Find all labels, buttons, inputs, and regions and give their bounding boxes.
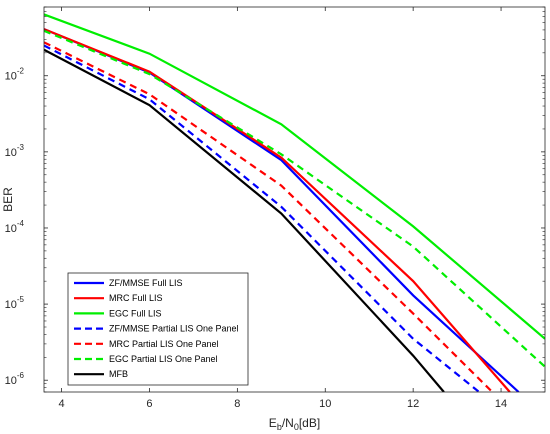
x-label-e: E xyxy=(269,416,277,430)
x-tick-label: 4 xyxy=(59,398,65,410)
series-zf-mmse-partial-lis-one-panel xyxy=(44,44,480,392)
x-tick-label: 12 xyxy=(407,398,419,410)
x-tick-label: 6 xyxy=(146,398,152,410)
legend: ZF/MMSE Full LIS MRC Full LIS EGC Full LIS… xyxy=(67,272,249,386)
series-egc-full-lis xyxy=(44,13,545,340)
series-mrc-full-lis xyxy=(44,28,511,392)
tick-layer: 4 6 8 10 12 14 10-6 10-5 10-4 10-3 10-2 xyxy=(5,6,545,410)
x-tick-label: 10 xyxy=(319,398,331,410)
y-tick-label: 10-2 xyxy=(5,67,25,83)
y-tick-label: 10-5 xyxy=(5,295,25,311)
x-label-sub-0: 0 xyxy=(294,422,299,432)
legend-label-mrc-full-lis: MRC Full LIS xyxy=(109,293,163,303)
x-label-slash-n: /N xyxy=(282,416,294,430)
legend-label-egc-partial-lis-one-panel: EGC Partial LIS One Panel xyxy=(109,354,218,364)
x-tick-label: 14 xyxy=(495,398,507,410)
y-tick-label: 10-3 xyxy=(5,143,25,159)
legend-label-zf-mmse-full-lis: ZF/MMSE Full LIS xyxy=(109,278,183,288)
x-axis-label: Eb/N0[dB] xyxy=(269,416,320,432)
plot-frame xyxy=(43,6,546,393)
legend-label-zf-mmse-partial-lis-one-panel: ZF/MMSE Partial LIS One Panel xyxy=(109,324,239,334)
legend-label-mfb: MFB xyxy=(109,369,128,379)
legend-label-mrc-partial-lis-one-panel: MRC Partial LIS One Panel xyxy=(109,339,219,349)
series-layer xyxy=(44,13,545,392)
series-mrc-partial-lis-one-panel xyxy=(44,41,494,392)
x-label-unit: [dB] xyxy=(299,416,320,430)
x-tick-label: 8 xyxy=(234,398,240,410)
legend-label-egc-full-lis: EGC Full LIS xyxy=(109,308,162,318)
y-tick-label: 10-4 xyxy=(5,219,25,235)
series-egc-partial-lis-one-panel xyxy=(44,29,545,368)
x-label-sub-b: b xyxy=(277,422,282,432)
series-mfb xyxy=(44,48,445,392)
y-axis-label: BER xyxy=(1,187,15,212)
y-tick-label: 10-6 xyxy=(5,371,25,387)
